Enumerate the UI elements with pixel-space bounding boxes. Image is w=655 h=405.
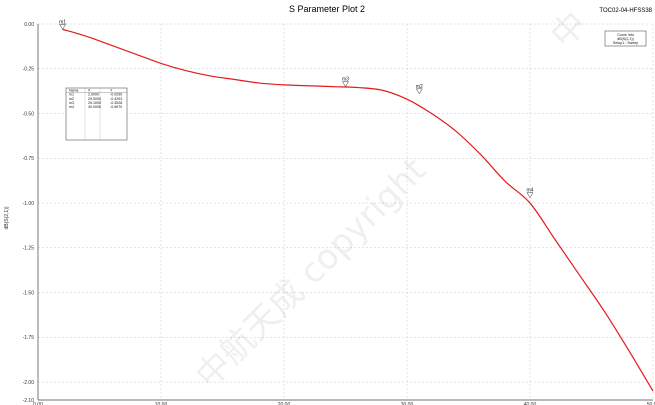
marker-label: m4 bbox=[527, 188, 534, 194]
y-tick-label: -1.00 bbox=[23, 201, 35, 207]
table-cell: 2.0000 bbox=[88, 93, 99, 97]
marker-label: m2 bbox=[416, 84, 423, 90]
y-tick-label: -2.10 bbox=[23, 398, 35, 404]
axes: 0.00 -0.25 -0.50 -0.75 -1.00 -1.25 -1.50 -1.75 -… bbox=[23, 22, 655, 405]
marker-triangle bbox=[59, 24, 67, 30]
table-cell: 25.1000 bbox=[88, 101, 101, 105]
legend-box[interactable]: Curve Info dB(S(2,1)) Setup1 : Sweep bbox=[604, 30, 647, 47]
table-cell: m4 bbox=[69, 105, 74, 109]
grid-lines bbox=[37, 23, 654, 401]
table-header: Y bbox=[110, 88, 113, 92]
table-cell: 29.0000 bbox=[88, 97, 101, 101]
y-tick-label: 0.00 bbox=[24, 22, 34, 28]
legend-entry: dB(S(2,1)) bbox=[617, 37, 634, 41]
series-layer bbox=[62, 28, 654, 392]
table-cell: m2 bbox=[69, 97, 74, 101]
table-cell: m3 bbox=[69, 101, 74, 105]
table-cell: -0.4293 bbox=[110, 97, 122, 101]
x-tick-label: 40.00 bbox=[524, 402, 537, 405]
x-tick-label: 20.00 bbox=[278, 402, 291, 405]
legend-frame bbox=[604, 30, 647, 47]
x-tick-label: 50.00 bbox=[647, 402, 655, 405]
marker-table-frame bbox=[65, 87, 128, 141]
marker-triangle bbox=[526, 192, 534, 199]
x-tick-label: 10.00 bbox=[155, 402, 168, 405]
y-tick-label: -1.75 bbox=[23, 335, 35, 341]
marker-label: m3 bbox=[342, 77, 349, 83]
legend-entry: Setup1 : Sweep bbox=[613, 41, 638, 45]
y-tick-label: -2.00 bbox=[23, 380, 35, 386]
x-tick-label: 30.00 bbox=[401, 402, 414, 405]
y-tick-label: -0.25 bbox=[23, 67, 35, 73]
table-header: X bbox=[88, 88, 91, 92]
table-cell: -0.0290 bbox=[110, 93, 122, 97]
y-tick-label: -0.75 bbox=[23, 156, 35, 162]
marker-label: m1 bbox=[59, 19, 66, 25]
table-header: Name bbox=[69, 88, 79, 92]
table-cell: -0.9670 bbox=[110, 105, 122, 109]
marker-table[interactable]: Name X Ym1 2.0000 -0.0290 m2 29.0000 -0.4293 m3 2… bbox=[65, 87, 128, 141]
marker-triangle bbox=[415, 88, 423, 95]
series-line bbox=[62, 28, 654, 392]
chart-title: S Parameter Plot 2 bbox=[289, 4, 365, 14]
table-cell: m1 bbox=[69, 93, 74, 97]
y-axis-label: dB(S(2,1)) bbox=[4, 206, 10, 229]
legend-title: Curve Info bbox=[617, 33, 634, 37]
table-cell: -0.3528 bbox=[110, 101, 122, 105]
x-tick-label: 0.00 bbox=[33, 402, 43, 405]
y-tick-label: -0.50 bbox=[23, 111, 35, 117]
y-tick-label: -1.25 bbox=[23, 246, 35, 252]
marker-triangle bbox=[342, 81, 349, 88]
marker-table-content: Name X Ym1 2.0000 -0.0290 m2 29.0000 -0.4293 m3 2… bbox=[66, 88, 127, 140]
corner-label: TOC02-04-HFSS38 bbox=[599, 8, 652, 14]
table-cell: 40.0000 bbox=[88, 105, 101, 109]
y-tick-label: -1.50 bbox=[23, 290, 35, 296]
